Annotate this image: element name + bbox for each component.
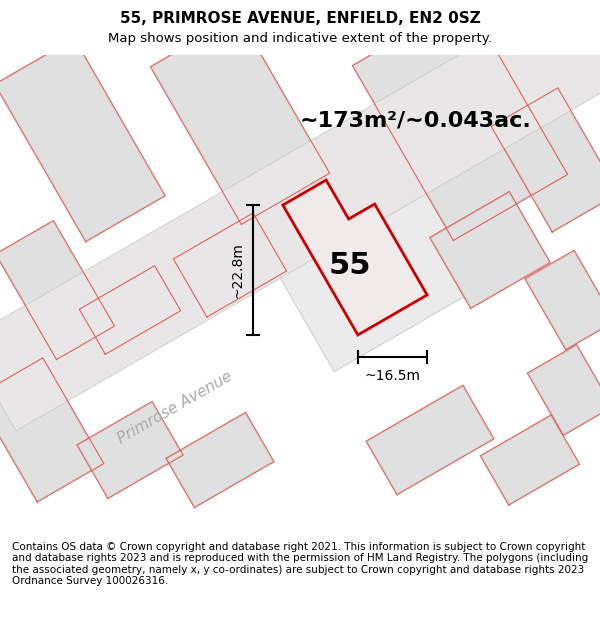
Text: Contains OS data © Crown copyright and database right 2021. This information is : Contains OS data © Crown copyright and d… (12, 542, 588, 586)
Polygon shape (0, 0, 600, 431)
Polygon shape (482, 416, 578, 504)
Polygon shape (493, 89, 600, 231)
Polygon shape (175, 214, 285, 316)
Polygon shape (152, 17, 328, 223)
Polygon shape (167, 414, 273, 506)
Polygon shape (78, 402, 182, 498)
Polygon shape (367, 386, 493, 494)
Polygon shape (526, 252, 600, 348)
Polygon shape (0, 222, 113, 358)
Text: Map shows position and indicative extent of the property.: Map shows position and indicative extent… (108, 32, 492, 45)
Polygon shape (431, 193, 549, 307)
Text: Primrose Avenue: Primrose Avenue (115, 369, 235, 447)
Polygon shape (354, 1, 566, 239)
Text: 55, PRIMROSE AVENUE, ENFIELD, EN2 0SZ: 55, PRIMROSE AVENUE, ENFIELD, EN2 0SZ (119, 11, 481, 26)
Text: ~173m²/~0.043ac.: ~173m²/~0.043ac. (300, 110, 532, 130)
Polygon shape (283, 180, 427, 335)
Polygon shape (0, 359, 103, 501)
Polygon shape (244, 128, 486, 372)
Text: ~22.8m: ~22.8m (231, 242, 245, 298)
Text: ~16.5m: ~16.5m (365, 369, 421, 383)
Polygon shape (0, 39, 164, 241)
Polygon shape (80, 267, 179, 353)
Text: 55: 55 (329, 251, 371, 279)
Polygon shape (529, 346, 600, 434)
